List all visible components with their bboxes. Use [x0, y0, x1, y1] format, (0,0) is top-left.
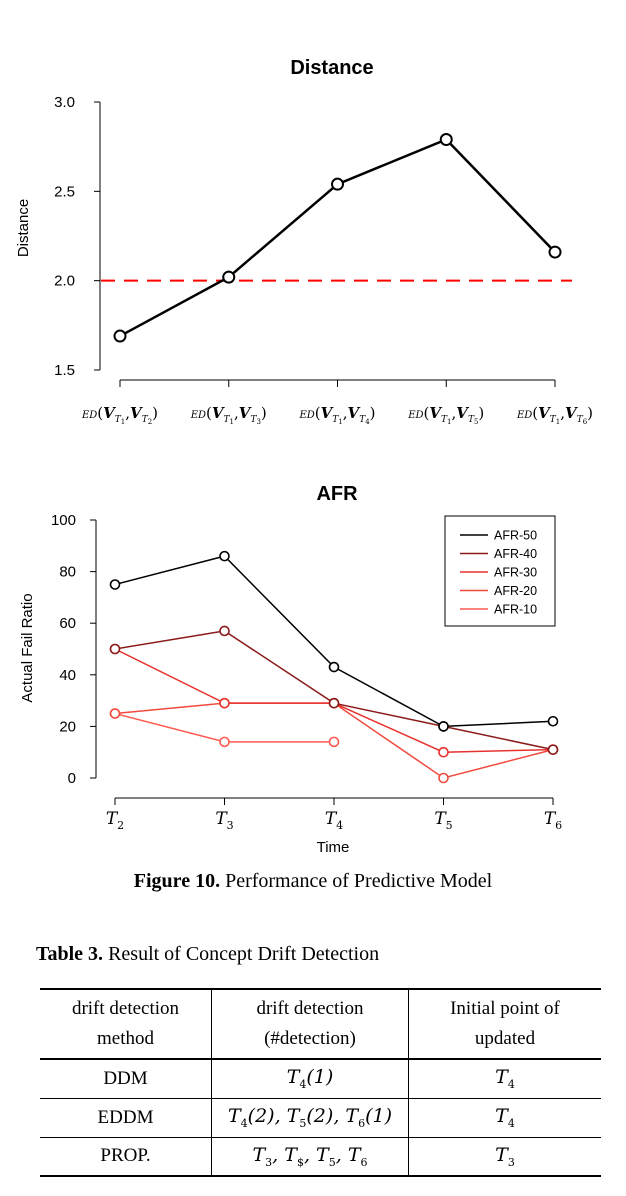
table-header-row: drift detection method drift detection (…: [40, 989, 601, 1059]
data-point: [219, 697, 230, 709]
results-table: drift detection method drift detection (…: [40, 988, 601, 1177]
cell-detection: T3, T$, T5, T6: [211, 1137, 409, 1176]
data-point: [113, 329, 127, 343]
y-tick-label: 2.5: [54, 183, 75, 200]
y-tick-label: 1.5: [54, 362, 75, 379]
series-line-afr-40: [114, 630, 554, 751]
data-point: [109, 708, 121, 719]
y-tick-label: 20: [59, 718, 76, 735]
y-tick-label: 100: [51, 512, 76, 529]
legend-entry: AFR-20: [494, 584, 537, 598]
x-tick-label: ED(VT1,VT5): [407, 404, 484, 426]
table-label: Table 3.: [36, 943, 104, 965]
table-row: DDM T4(1) T4: [40, 1059, 601, 1098]
legend-entry: AFR-10: [494, 603, 537, 617]
y-tick-label: 0: [68, 770, 76, 787]
table-row: EDDM T4(2), T5(2), T6(1) T4: [40, 1098, 601, 1137]
cell-initial: T4: [408, 1098, 601, 1137]
table-row: PROP. T3, T$, T5, T6 T3: [40, 1137, 601, 1176]
data-point: [328, 736, 340, 748]
y-tick-label: 2.0: [54, 273, 75, 290]
data-point: [438, 772, 449, 784]
x-tick-label: ED(VT1,VT4): [298, 404, 375, 426]
cell-method: PROP.: [100, 1145, 151, 1167]
table-title-text: Result of Concept Drift Detection: [108, 943, 380, 965]
y-tick-label: 3.0: [54, 94, 75, 111]
header-cell-method: drift detection method: [71, 998, 180, 1049]
data-point: [109, 579, 121, 590]
data-point: [438, 721, 449, 732]
figure-caption: Figure 10. Performance of Predictive Mod…: [0, 870, 626, 893]
cell-method: EDDM: [97, 1106, 154, 1128]
legend-entry: AFR-40: [494, 547, 537, 561]
cell-detection: T4(1): [211, 1059, 409, 1098]
legend: AFR-50 AFR-40 AFR-30 AFR-20 AFR-10: [444, 515, 556, 627]
data-point: [439, 133, 453, 147]
figure-caption-text: Performance of Predictive Model: [225, 870, 493, 892]
x-tick-label: T3: [215, 809, 233, 832]
data-point: [219, 736, 230, 748]
x-tick-label: ED(VT1,VT6): [516, 404, 593, 426]
data-point: [222, 270, 236, 284]
legend-entry: AFR-50: [494, 529, 537, 543]
data-point: [219, 550, 230, 562]
cell-detection: T4(2), T5(2), T6(1): [211, 1098, 409, 1137]
y-axis-label: Actual Fail Ratio: [19, 593, 36, 702]
y-axis-label: Distance: [15, 199, 32, 257]
table-title: Table 3. Result of Concept Drift Detecti…: [36, 943, 379, 966]
afr-chart: AFR Actual Fail Ratio Time 020406080100 …: [19, 483, 562, 856]
x-tick-label: T2: [106, 809, 124, 832]
header-cell-detection: drift detection (#detection): [211, 989, 409, 1059]
data-point: [109, 643, 121, 655]
x-tick-label: ED(VT1,VT3): [190, 404, 267, 426]
figure-label: Figure 10.: [133, 870, 221, 892]
cell-method: DDM: [103, 1067, 148, 1089]
y-tick-label: 40: [59, 667, 76, 684]
x-tick-label: T4: [325, 809, 343, 832]
header-cell-initial: Initial point of updated: [408, 989, 601, 1059]
chart-title: AFR: [316, 483, 358, 505]
x-tick-label: T6: [544, 809, 562, 832]
x-tick-label: T5: [434, 809, 452, 832]
data-point: [328, 697, 340, 709]
chart-title: Distance: [290, 57, 373, 79]
series-line: [119, 138, 556, 338]
cell-initial: T3: [408, 1137, 601, 1176]
data-point: [328, 661, 340, 673]
legend-entry: AFR-30: [494, 566, 537, 580]
data-point: [438, 746, 449, 758]
data-point: [331, 177, 344, 191]
y-tick-label: 60: [59, 615, 76, 632]
y-tick-label: 80: [59, 564, 76, 581]
data-point: [547, 744, 559, 755]
x-axis-label: Time: [317, 839, 350, 856]
data-point: [548, 245, 562, 259]
data-point: [547, 715, 559, 727]
x-tick-label: ED(VT1,VT2): [81, 404, 158, 426]
distance-chart: Distance Distance 1.5 2.0 2.5 3.0 ED(VT1,VT…: [15, 57, 593, 426]
data-point: [219, 625, 230, 637]
cell-initial: T4: [408, 1059, 601, 1098]
